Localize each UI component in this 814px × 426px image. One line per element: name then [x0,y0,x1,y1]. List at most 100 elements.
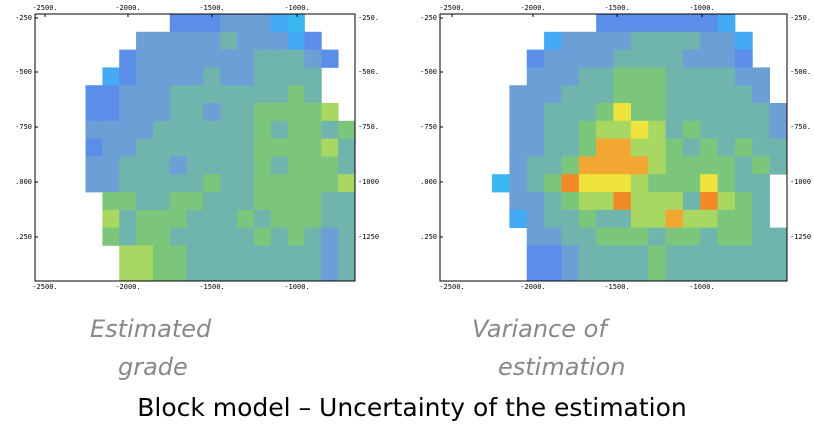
block-cell [119,67,137,86]
block-cell [648,49,666,68]
block-cell [630,49,649,68]
block-cell [102,120,120,139]
block-cell [220,245,238,264]
block-cell [136,120,154,139]
block-cell [665,85,684,104]
block-cell [578,174,597,193]
block-cell [152,120,171,139]
block-cell [203,49,221,68]
block-cell [220,263,238,282]
block-cell [152,174,171,193]
block-cell [526,85,545,104]
y-tick-label-right: -1000 [790,178,811,186]
block-cell [220,209,238,228]
block-cell [152,263,171,282]
block-cell [186,49,204,68]
block-cell [648,120,666,139]
block-cell [717,67,736,86]
block-cell [203,31,221,50]
block-cell [613,245,632,264]
block-cell [700,120,718,139]
block-cell [544,245,562,264]
block-cell [220,227,238,246]
block-cell [321,192,339,211]
y-tick-label-right: -250. [358,14,379,22]
x-tick-label-top: -2500. [439,4,464,12]
block-cell [270,156,289,175]
y-tick-label-right: -1000 [358,178,379,186]
block-cell [136,49,154,68]
block-cell [561,192,580,211]
block-cell [648,138,666,157]
block-cell [630,209,649,228]
block-cell [304,85,322,104]
panel-caption: Estimated [90,315,212,343]
block-cell [682,263,701,282]
block-cell [682,209,701,228]
block-cell [220,14,238,33]
block-cell [85,85,103,104]
block-cell [752,192,771,211]
block-cell [578,209,597,228]
block-cell [220,67,238,86]
block-cell [596,85,614,104]
block-cell [665,227,684,246]
block-cell [253,227,272,246]
block-cell [136,31,154,50]
block-cell [304,120,322,139]
block-cell [287,120,305,139]
block-cell [717,156,736,175]
block-cell [665,103,684,122]
block-cell [648,245,666,264]
block-cell [270,14,289,33]
block-cell [237,263,255,282]
block-cell [665,156,684,175]
plot-frame [34,13,356,282]
block-cell [700,192,718,211]
block-cell [665,263,684,282]
block-cell [526,209,545,228]
block-cell [682,85,701,104]
block-cell [561,174,580,193]
block-cell [648,263,666,282]
y-tick-label-left: .250 [420,233,437,241]
block-cell [338,263,356,282]
block-cell [321,103,339,122]
block-cell [526,263,545,282]
block-cell [220,120,238,139]
block-cell [186,156,204,175]
block-cell [270,209,289,228]
block-cell [237,209,255,228]
block-cell [578,263,597,282]
block-cell [253,49,272,68]
panel-caption: grade [118,353,188,381]
block-cell [287,31,305,50]
block-cell [304,138,322,157]
block-cell [544,227,562,246]
block-cell [682,227,701,246]
block-cell [203,227,221,246]
block-cell [220,85,238,104]
heatmap-panel: -2500. -2500. -2000. -2000. -1500. -1500. -100… [15,4,379,381]
block-cell [270,245,289,264]
block-cell [253,120,272,139]
y-tick-label-right: -1250 [790,233,811,241]
block-cell [717,263,736,282]
block-cell [287,67,305,86]
block-cell [526,138,545,157]
block-cell [237,138,255,157]
block-cell [119,209,137,228]
block-cell [186,14,204,33]
block-cell [752,103,771,122]
block-cell [119,120,137,139]
block-cell [717,85,736,104]
block-cell [717,103,736,122]
block-cell [734,85,753,104]
block-cell [220,156,238,175]
block-cell [596,174,614,193]
y-tick-label-left: -750 [15,123,32,131]
block-cell [526,227,545,246]
block-cell [596,14,614,33]
block-cell [700,245,718,264]
